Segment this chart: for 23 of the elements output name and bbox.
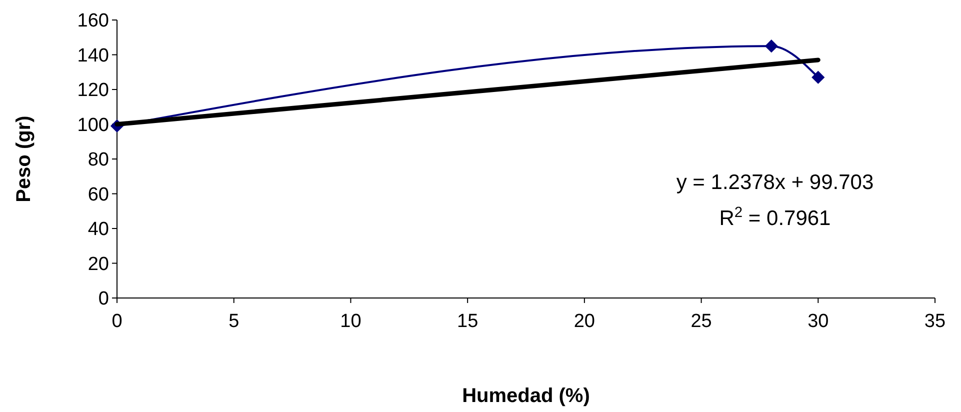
y-tick-label: 120	[77, 80, 109, 102]
y-tick-label: 20	[88, 254, 109, 275]
annotation: R$^{2}$ = 0.7961	[719, 205, 831, 230]
x-tick-label: 30	[808, 311, 829, 332]
x-tick-label: 0	[112, 311, 122, 332]
y-tick-label: 60	[88, 184, 109, 206]
x-tick-label: 20	[574, 311, 595, 332]
y-tick-label: 80	[88, 150, 109, 171]
x-axis-title: Humedad (%)	[462, 385, 590, 407]
y-tick-label: 160	[77, 10, 109, 32]
y-axis-title: Peso (gr)	[13, 116, 35, 202]
x-tick-label: 5	[228, 311, 240, 332]
y-tick-label: 140	[77, 45, 109, 66]
point	[764, 39, 778, 53]
x-tick-label: 25	[690, 311, 712, 332]
x-tick-label: 10	[340, 311, 362, 332]
annotation: y = 1.2378x + 99.703	[676, 171, 874, 194]
y-tick-label: 40	[88, 219, 109, 240]
point	[812, 70, 825, 84]
x-tick-label: 15	[457, 311, 478, 332]
y-tick-label: 100	[77, 114, 109, 136]
x-tick-label: 35	[924, 311, 946, 332]
y-tick-label: 0	[98, 288, 109, 310]
